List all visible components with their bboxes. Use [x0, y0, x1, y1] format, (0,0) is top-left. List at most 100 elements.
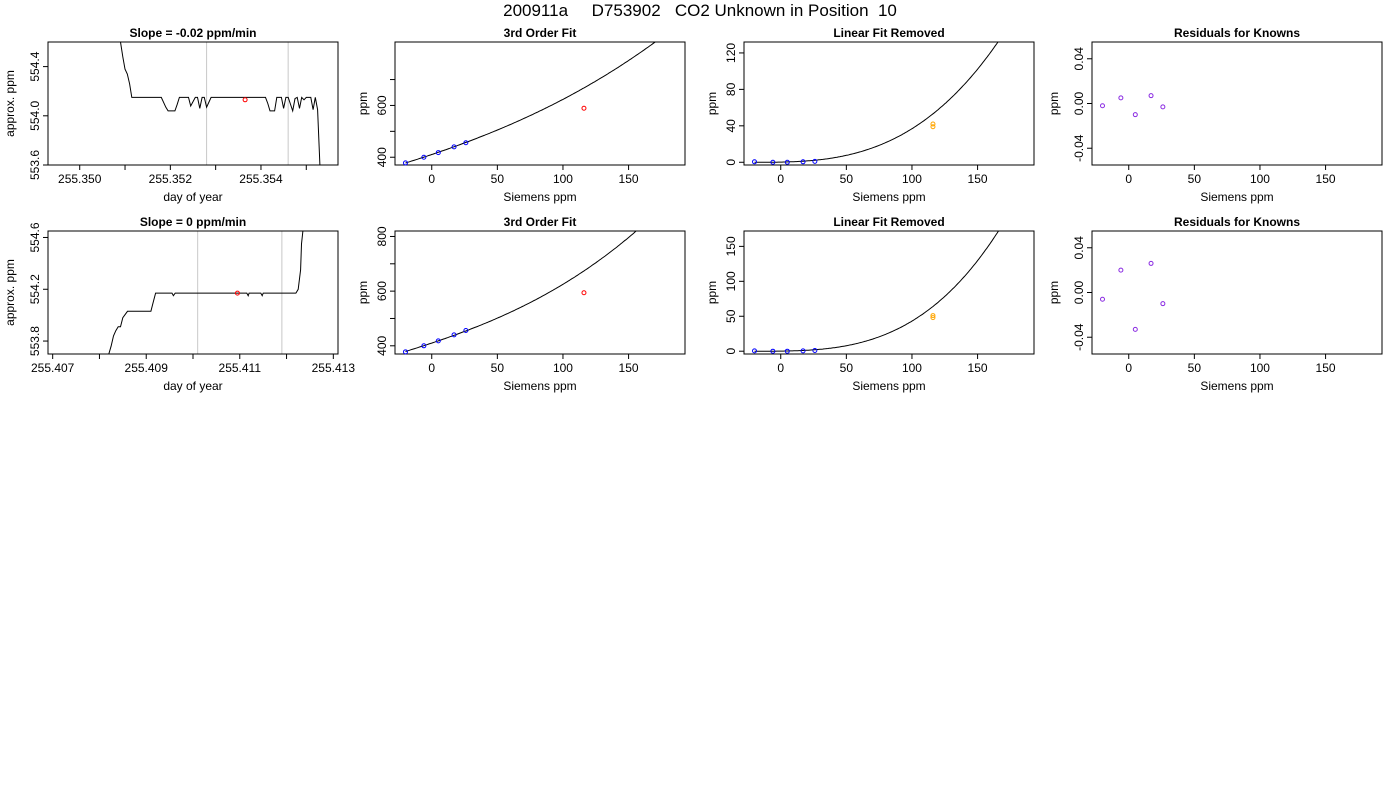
y-axis-label: approx. ppm	[3, 259, 17, 326]
data-point	[1132, 326, 1138, 332]
series-line	[108, 231, 304, 354]
plot-frame	[1091, 41, 1383, 166]
plot-frame	[743, 41, 1035, 166]
x-tick-label: 150	[1316, 361, 1336, 375]
chart-title: 3rd Order Fit	[504, 215, 577, 229]
chart-title: Linear Fit Removed	[833, 215, 944, 229]
plot-frame	[1091, 230, 1383, 355]
fit-curve	[754, 231, 1000, 352]
x-tick-label: 255.354	[239, 172, 283, 186]
x-tick-label: 50	[1188, 361, 1202, 375]
data-point	[1118, 95, 1124, 101]
y-tick-label: 50	[724, 309, 738, 323]
x-tick-label: 0	[428, 172, 435, 186]
data-point	[770, 159, 776, 165]
x-tick-label: 100	[553, 172, 573, 186]
y-tick-label: 554.4	[28, 51, 42, 81]
x-tick-label: 150	[968, 172, 988, 186]
x-tick-label: 0	[1125, 172, 1132, 186]
data-point	[1148, 260, 1154, 266]
chart-title: Residuals for Knowns	[1174, 26, 1300, 40]
plot-frame	[47, 41, 339, 166]
y-tick-label: 120	[724, 43, 738, 63]
data-point	[451, 144, 457, 150]
data-point	[1118, 267, 1124, 273]
y-tick-label: 553.6	[28, 150, 42, 180]
x-axis-label: Siemens ppm	[1200, 379, 1273, 393]
data-point	[435, 338, 441, 344]
data-point	[930, 313, 936, 319]
chart-title: Slope = 0 ppm/min	[140, 215, 246, 229]
data-point	[402, 349, 408, 355]
x-tick-label: 50	[840, 361, 854, 375]
y-tick-label: 0	[724, 348, 738, 355]
x-tick-label: 255.350	[58, 172, 102, 186]
y-tick-label: -0.04	[1072, 134, 1086, 162]
x-tick-label: 150	[619, 172, 639, 186]
y-axis-label: ppm	[1047, 281, 1061, 304]
data-point	[1099, 103, 1105, 109]
chart-title: Linear Fit Removed	[833, 26, 944, 40]
x-axis-label: Siemens ppm	[503, 379, 576, 393]
y-tick-label: 0.04	[1072, 47, 1086, 71]
y-tick-label: 600	[375, 95, 389, 115]
data-point	[242, 97, 248, 103]
y-tick-label: 554.2	[28, 274, 42, 304]
y-tick-label: 0	[724, 159, 738, 166]
plot-frame	[394, 41, 686, 166]
chart-title: 3rd Order Fit	[504, 26, 577, 40]
data-point	[784, 159, 790, 165]
x-tick-label: 50	[1188, 172, 1202, 186]
x-tick-label: 100	[1250, 361, 1270, 375]
x-axis-label: Siemens ppm	[503, 190, 576, 204]
plot-frame	[743, 230, 1035, 355]
plot-frame	[394, 230, 686, 355]
data-point	[581, 290, 587, 296]
y-tick-label: 0.00	[1072, 91, 1086, 115]
fit-curve	[405, 231, 637, 352]
y-tick-label: 100	[724, 271, 738, 291]
y-tick-label: 600	[375, 281, 389, 301]
y-axis-label: ppm	[1047, 92, 1061, 115]
data-point	[1099, 296, 1105, 302]
x-tick-label: 255.411	[219, 361, 262, 375]
data-point	[1160, 301, 1166, 307]
y-tick-label: 150	[724, 236, 738, 256]
x-axis-label: Siemens ppm	[1200, 190, 1273, 204]
x-axis-label: Siemens ppm	[852, 190, 925, 204]
chart-title: Residuals for Knowns	[1174, 215, 1300, 229]
data-point	[1132, 112, 1138, 118]
plot-frame	[47, 230, 339, 355]
y-tick-label: 0.00	[1072, 280, 1086, 304]
x-tick-label: 50	[491, 361, 505, 375]
series-line	[120, 42, 321, 165]
chart-linfit-2: Linear Fit Removed Siemens ppm ppm 0 50 100 15…	[705, 215, 1035, 393]
y-tick-label: 40	[724, 119, 738, 133]
x-tick-label: 255.407	[31, 361, 75, 375]
fit-curve	[405, 42, 657, 164]
x-tick-label: 0	[777, 361, 784, 375]
y-axis-label: ppm	[356, 281, 370, 304]
data-point	[770, 348, 776, 354]
chart-trace-2: Slope = 0 ppm/min day of year approx. ppm 2…	[3, 215, 355, 393]
y-tick-label: 80	[724, 82, 738, 96]
y-tick-label: 0.04	[1072, 236, 1086, 260]
data-point	[800, 348, 806, 354]
x-tick-label: 50	[491, 172, 505, 186]
data-point	[435, 150, 441, 156]
data-point	[421, 154, 427, 160]
data-point	[751, 348, 757, 354]
y-tick-label: 553.8	[28, 326, 42, 356]
y-tick-label: 554.0	[28, 100, 42, 130]
data-point	[930, 121, 936, 127]
y-axis-label: ppm	[356, 92, 370, 115]
x-axis-label: Siemens ppm	[852, 379, 925, 393]
chart-fit-2: 3rd Order Fit Siemens ppm ppm 0 50 100 150 400 6…	[356, 215, 686, 393]
data-point	[463, 327, 469, 333]
data-point	[812, 158, 818, 164]
data-point	[463, 140, 469, 146]
chart-linfit-1: Linear Fit Removed Siemens ppm ppm 0 50 100 15…	[705, 26, 1035, 204]
x-tick-label: 255.352	[149, 172, 193, 186]
data-point	[784, 348, 790, 354]
